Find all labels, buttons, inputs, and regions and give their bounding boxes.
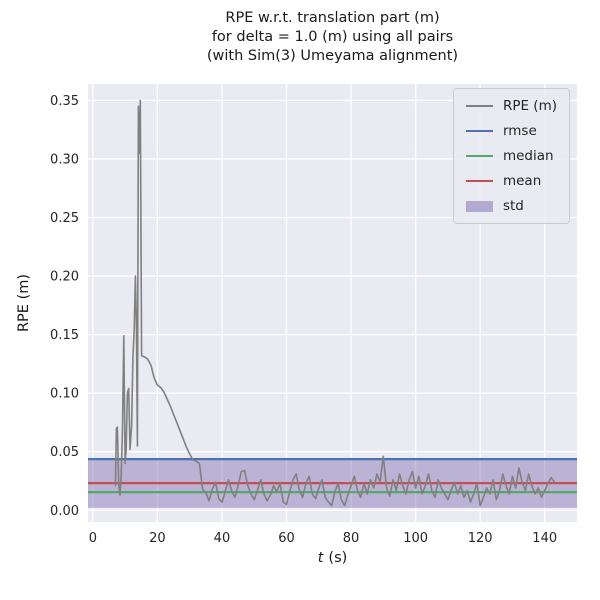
- x-axis-label-variable: t: [317, 550, 324, 566]
- y-tick-label: 0.30: [50, 152, 79, 167]
- legend-item-std: std: [465, 198, 557, 214]
- legend-item-mean: mean: [465, 173, 557, 189]
- y-axis-label: RPE (m): [16, 273, 32, 333]
- y-tick-label: 0.25: [50, 211, 79, 226]
- rpe-line: [114, 99, 556, 507]
- y-tick-label: 0.05: [50, 445, 79, 460]
- legend-label-median: median: [502, 148, 554, 164]
- x-axis-label: t (s): [88, 550, 577, 566]
- x-tick-label: 0: [89, 531, 97, 546]
- mean-line-swatch-icon: [465, 180, 493, 182]
- legend-item-rmse: rmse: [465, 123, 557, 139]
- median-line-swatch-icon: [465, 155, 493, 157]
- chart-title-line-1: RPE w.r.t. translation part (m): [225, 10, 440, 26]
- std-patch-swatch-icon: [465, 200, 493, 212]
- legend-label-rmse: rmse: [502, 123, 537, 139]
- legend-item-median: median: [465, 148, 557, 164]
- x-tick-label: 60: [278, 531, 295, 546]
- y-tick-label: 0.15: [50, 328, 79, 343]
- chart-title-line-2: for delta = 1.0 (m) using all pairs: [211, 29, 454, 45]
- x-tick-label: 100: [403, 531, 428, 546]
- legend-label-mean: mean: [502, 173, 542, 189]
- rmse-line-swatch-icon: [465, 130, 493, 132]
- x-axis-label-unit: (s): [328, 550, 348, 566]
- y-tick-label: 0.00: [50, 504, 79, 519]
- y-tick-label: 0.20: [50, 270, 79, 285]
- y-tick-label: 0.35: [50, 94, 79, 109]
- chart-title-line-3: (with Sim(3) Umeyama alignment): [206, 48, 459, 64]
- rpe-line-swatch-icon: [465, 105, 493, 107]
- x-tick-label: 120: [468, 531, 493, 546]
- y-tick-label: 0.10: [50, 387, 79, 402]
- legend: RPE (m) rmse median mean std: [452, 88, 570, 224]
- chart-title: RPE w.r.t. translation part (m) for delt…: [88, 9, 577, 66]
- legend-label-std: std: [502, 198, 524, 214]
- x-tick-label: 40: [214, 531, 231, 546]
- legend-label-rpe: RPE (m): [502, 98, 557, 114]
- x-tick-label: 80: [343, 531, 360, 546]
- legend-item-rpe: RPE (m): [465, 98, 557, 114]
- x-tick-label: 140: [532, 531, 557, 546]
- x-tick-label: 20: [149, 531, 166, 546]
